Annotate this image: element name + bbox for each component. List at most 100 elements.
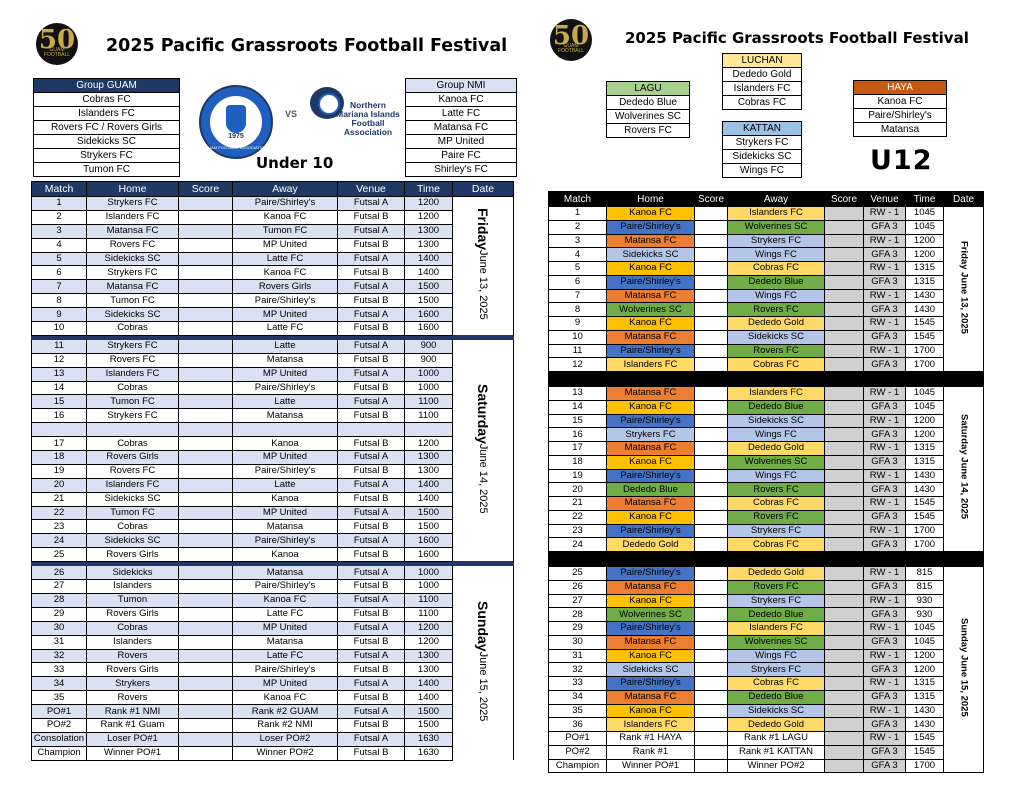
home-score[interactable] bbox=[694, 261, 728, 276]
home-score[interactable] bbox=[694, 593, 728, 609]
away-score[interactable] bbox=[824, 357, 864, 372]
home-score[interactable] bbox=[694, 689, 728, 705]
home-score[interactable] bbox=[178, 293, 233, 309]
home-score[interactable] bbox=[694, 274, 728, 290]
home-score[interactable] bbox=[694, 717, 728, 732]
home-score[interactable] bbox=[178, 690, 233, 706]
home-score[interactable] bbox=[178, 717, 233, 733]
home-score[interactable] bbox=[694, 288, 728, 304]
home-score[interactable] bbox=[694, 233, 728, 249]
away-score[interactable] bbox=[824, 316, 864, 331]
away-score[interactable] bbox=[824, 454, 864, 470]
home-score[interactable] bbox=[694, 523, 728, 539]
home-score[interactable] bbox=[178, 579, 233, 594]
home-score[interactable] bbox=[178, 436, 233, 452]
home-score[interactable] bbox=[694, 662, 728, 677]
home-score[interactable] bbox=[694, 648, 728, 664]
home-score[interactable] bbox=[178, 352, 233, 368]
away-score[interactable] bbox=[824, 744, 864, 760]
home-score[interactable] bbox=[694, 219, 728, 235]
home-score[interactable] bbox=[178, 477, 233, 493]
away-score[interactable] bbox=[824, 329, 864, 345]
away-score[interactable] bbox=[824, 496, 864, 511]
away-score[interactable] bbox=[824, 648, 864, 664]
home-score[interactable] bbox=[178, 338, 233, 354]
away-score[interactable] bbox=[824, 302, 864, 317]
home-score[interactable] bbox=[178, 606, 233, 622]
away-score[interactable] bbox=[824, 288, 864, 304]
home-score[interactable] bbox=[694, 206, 728, 221]
home-score[interactable] bbox=[694, 607, 728, 622]
home-score[interactable] bbox=[178, 265, 233, 281]
away-score[interactable] bbox=[824, 219, 864, 235]
home-score[interactable] bbox=[178, 491, 233, 507]
away-score[interactable] bbox=[824, 593, 864, 609]
away-score[interactable] bbox=[824, 676, 864, 691]
home-score[interactable] bbox=[178, 676, 233, 692]
away-score[interactable] bbox=[824, 386, 864, 401]
away-score[interactable] bbox=[824, 634, 864, 650]
away-score[interactable] bbox=[824, 274, 864, 290]
away-score[interactable] bbox=[824, 261, 864, 276]
away-score[interactable] bbox=[824, 413, 864, 429]
home-score[interactable] bbox=[694, 579, 728, 595]
home-score[interactable] bbox=[694, 386, 728, 401]
home-score[interactable] bbox=[178, 251, 233, 267]
away-score[interactable] bbox=[824, 662, 864, 677]
home-score[interactable] bbox=[178, 519, 233, 535]
home-score[interactable] bbox=[178, 505, 233, 521]
home-score[interactable] bbox=[178, 745, 233, 761]
home-score[interactable] bbox=[178, 634, 233, 650]
home-score[interactable] bbox=[694, 744, 728, 760]
home-score[interactable] bbox=[694, 316, 728, 331]
away-score[interactable] bbox=[824, 717, 864, 732]
away-score[interactable] bbox=[824, 468, 864, 484]
home-score[interactable] bbox=[694, 482, 728, 497]
home-score[interactable] bbox=[694, 302, 728, 317]
away-score[interactable] bbox=[824, 731, 864, 746]
home-score[interactable] bbox=[178, 547, 233, 563]
home-score[interactable] bbox=[178, 380, 233, 396]
away-score[interactable] bbox=[824, 206, 864, 221]
away-score[interactable] bbox=[824, 689, 864, 705]
home-score[interactable] bbox=[694, 566, 728, 581]
away-score[interactable] bbox=[824, 482, 864, 497]
home-score[interactable] bbox=[178, 533, 233, 549]
home-score[interactable] bbox=[178, 422, 233, 438]
home-score[interactable] bbox=[178, 279, 233, 295]
home-score[interactable] bbox=[694, 357, 728, 372]
home-score[interactable] bbox=[178, 704, 233, 719]
home-score[interactable] bbox=[694, 247, 728, 262]
away-score[interactable] bbox=[824, 509, 864, 525]
home-score[interactable] bbox=[178, 450, 233, 465]
home-score[interactable] bbox=[694, 621, 728, 636]
home-score[interactable] bbox=[694, 329, 728, 345]
home-score[interactable] bbox=[694, 758, 728, 774]
away-score[interactable] bbox=[824, 579, 864, 595]
home-score[interactable] bbox=[178, 463, 233, 479]
away-score[interactable] bbox=[824, 566, 864, 581]
home-score[interactable] bbox=[694, 676, 728, 691]
away-score[interactable] bbox=[824, 441, 864, 456]
home-score[interactable] bbox=[178, 408, 233, 424]
home-score[interactable] bbox=[694, 537, 728, 552]
home-score[interactable] bbox=[694, 509, 728, 525]
away-score[interactable] bbox=[824, 247, 864, 262]
away-score[interactable] bbox=[824, 523, 864, 539]
away-score[interactable] bbox=[824, 427, 864, 442]
home-score[interactable] bbox=[694, 703, 728, 719]
home-score[interactable] bbox=[694, 468, 728, 484]
home-score[interactable] bbox=[178, 592, 233, 608]
home-score[interactable] bbox=[694, 427, 728, 442]
home-score[interactable] bbox=[178, 394, 233, 410]
away-score[interactable] bbox=[824, 343, 864, 359]
home-score[interactable] bbox=[178, 648, 233, 664]
home-score[interactable] bbox=[178, 321, 233, 336]
home-score[interactable] bbox=[178, 196, 233, 211]
home-score[interactable] bbox=[694, 441, 728, 456]
away-score[interactable] bbox=[824, 758, 864, 774]
home-score[interactable] bbox=[178, 731, 233, 747]
away-score[interactable] bbox=[824, 233, 864, 249]
home-score[interactable] bbox=[694, 343, 728, 359]
away-score[interactable] bbox=[824, 537, 864, 552]
